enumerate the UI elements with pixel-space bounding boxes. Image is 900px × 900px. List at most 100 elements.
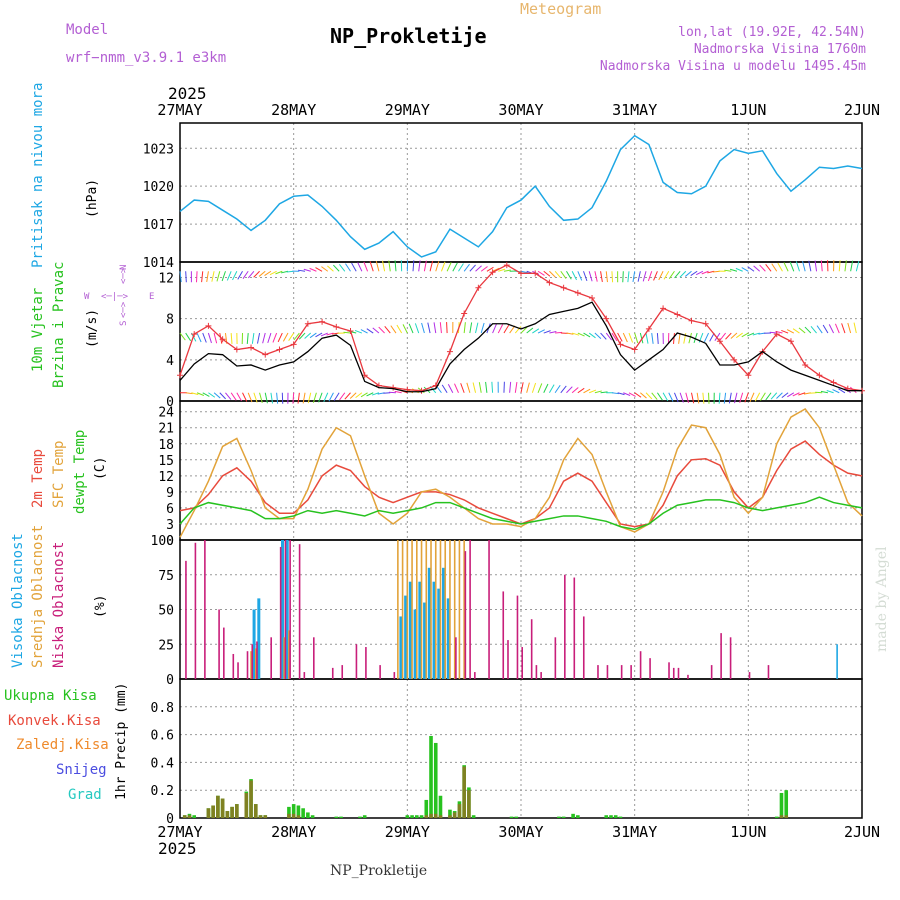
- y-tick-label: 0.6: [151, 729, 174, 744]
- wind-barb: [509, 381, 512, 393]
- wind-barb: [776, 392, 783, 399]
- wind-barb: [771, 263, 778, 272]
- wind-barb: [408, 323, 414, 334]
- gust-marker: [617, 341, 624, 348]
- gust-marker: [191, 331, 198, 338]
- cloud-low-bar: [677, 667, 680, 679]
- gust-marker: [716, 338, 723, 345]
- gust-marker: [233, 346, 240, 353]
- wind-barb: [611, 332, 618, 342]
- wind-barb: [820, 260, 823, 272]
- wind-barb: [600, 391, 608, 394]
- panel-1: 1014 1017 1020 1023: [143, 122, 863, 271]
- wind-barb: [277, 332, 283, 343]
- wind-barb: [196, 271, 198, 283]
- wind-barb: [526, 382, 530, 393]
- cloud-low-bar: [606, 665, 609, 679]
- wind-barb: [855, 260, 860, 272]
- cloud-low-bar: [355, 644, 358, 679]
- gust-marker: [304, 320, 311, 327]
- wind-barb: [703, 332, 710, 343]
- precip-total-bar: [334, 816, 339, 818]
- wind-barb: [226, 271, 232, 281]
- gust-marker: [702, 320, 709, 327]
- wind-barb: [333, 392, 340, 401]
- wind-barb: [679, 392, 684, 403]
- wind-barb: [577, 332, 585, 337]
- wind-barb: [656, 333, 659, 345]
- precip-total-bar: [433, 742, 438, 818]
- wind-barb: [554, 270, 562, 279]
- compass-top-arrow: <─>: [119, 267, 129, 284]
- wind-barb: [344, 392, 351, 400]
- wind-barb: [435, 261, 440, 272]
- wind-barb: [267, 332, 272, 344]
- gust-marker: [731, 356, 738, 363]
- wind-barb: [723, 392, 727, 404]
- bottom-date-label: 27MAY: [157, 823, 202, 841]
- wind-barb: [491, 381, 494, 393]
- precip-total-bar: [419, 815, 424, 818]
- wind-barb: [668, 392, 674, 402]
- wind-barb: [749, 392, 755, 402]
- wind-barb: [297, 269, 306, 272]
- wind-barb: [622, 271, 624, 283]
- wind-barb: [427, 322, 431, 334]
- y-tick-label: 75: [158, 569, 174, 584]
- wind-barb: [814, 260, 818, 272]
- wind-barb: [264, 270, 272, 277]
- p3-dewpt: dewpt Temp: [72, 430, 88, 514]
- wind-barb: [354, 329, 363, 334]
- p2-title-2: Brzina i Pravac: [51, 262, 67, 388]
- precip-conv-bar: [230, 806, 234, 818]
- wind-barb: [820, 390, 828, 394]
- wind-barb: [196, 332, 202, 343]
- y-tick-label: 12: [158, 470, 174, 485]
- wind-barb: [673, 333, 675, 344]
- wind-barb: [262, 332, 266, 344]
- gust-marker: [574, 289, 581, 296]
- cloud-high-bar: [427, 567, 431, 679]
- wind-barb: [826, 390, 834, 394]
- cloud-low-bar: [521, 647, 523, 679]
- wind-barb: [583, 332, 591, 338]
- cloud-low-bar: [748, 672, 751, 679]
- precip-conv-bar: [225, 811, 230, 818]
- precip-total-bar: [471, 815, 476, 818]
- gust-marker: [290, 341, 297, 348]
- wind-barb: [589, 389, 597, 394]
- precip-total-bar: [310, 815, 315, 818]
- wind-barb: [623, 392, 631, 396]
- precip-conv-bar: [216, 795, 220, 818]
- wind-barb: [725, 332, 732, 340]
- wind-barb: [605, 271, 608, 283]
- wind-barb: [838, 260, 841, 272]
- wind-barb: [312, 392, 317, 403]
- cloud-high-bar: [418, 581, 422, 679]
- wind-barb: [690, 270, 698, 277]
- y-tick-label: 24: [158, 406, 174, 421]
- wind-barb: [702, 392, 705, 404]
- gust-marker: [688, 317, 695, 324]
- wind-barb: [802, 260, 806, 272]
- cloud-low-bar: [365, 647, 367, 679]
- precip-total-bar: [448, 809, 452, 818]
- wind-barb: [531, 382, 537, 393]
- gust-marker: [347, 327, 354, 334]
- precip-conv-bar: [249, 780, 253, 818]
- wind-barb: [526, 327, 534, 334]
- wind-barb: [566, 271, 572, 280]
- wind-barb: [583, 271, 588, 282]
- cloud-low-bar: [729, 637, 732, 679]
- panel5-labels: Ukupna Kisa Konvek.Kisa Zaledj.Kisa Snij…: [4, 683, 129, 803]
- wind-barb: [338, 264, 346, 272]
- wind-barb: [588, 332, 596, 339]
- wind-barb: [808, 260, 812, 272]
- cloud-low-bar: [535, 665, 538, 679]
- wind-barb: [645, 392, 653, 400]
- gust-marker: [333, 323, 340, 330]
- cloud-high-bar: [399, 616, 403, 679]
- cloud-low-bar: [630, 665, 632, 679]
- wind-barb: [777, 262, 783, 272]
- cloud-mid-bar: [449, 540, 451, 679]
